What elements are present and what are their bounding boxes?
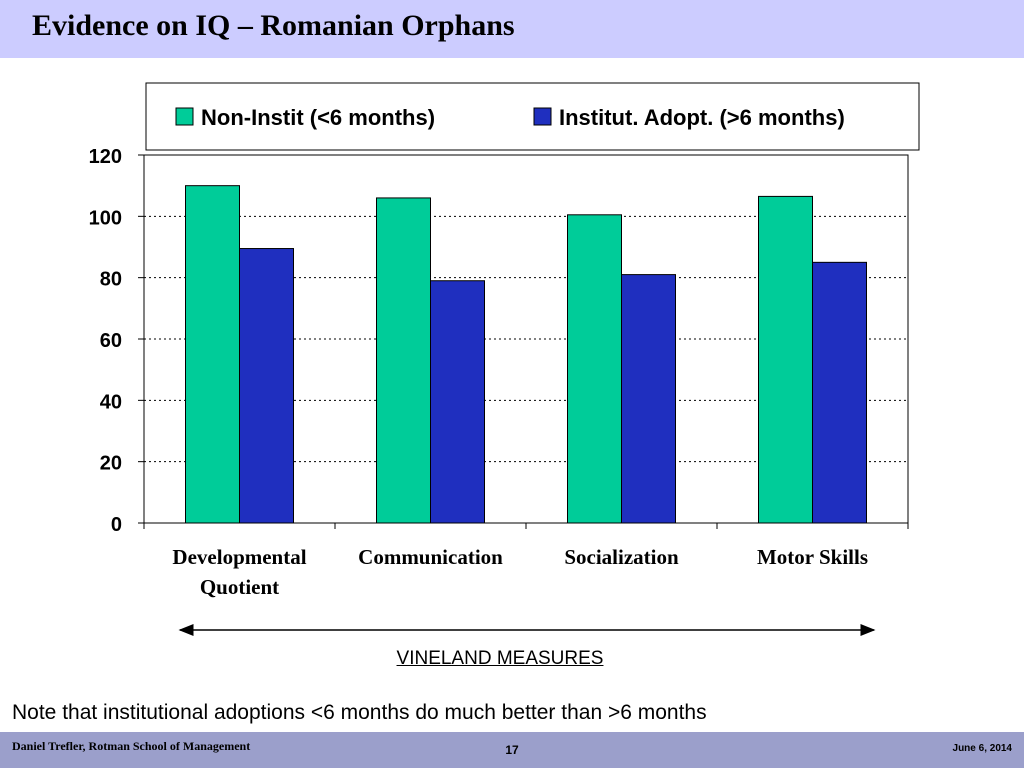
slide-note: Note that institutional adoptions <6 mon… (12, 701, 707, 724)
footer-date: June 6, 2014 (952, 743, 1012, 754)
bar-non-instit-1 (376, 197, 431, 524)
legend-swatch-0 (175, 107, 194, 126)
y-tick-label: 80 (100, 269, 122, 291)
bar-institut-2 (621, 274, 676, 524)
footer-band (0, 732, 1024, 768)
bar-non-instit-2 (567, 214, 622, 524)
legend-swatch-1 (533, 107, 552, 126)
title-band (0, 0, 1024, 58)
bar-institut-3 (812, 261, 867, 524)
legend-box (145, 82, 920, 151)
x-category-label: Communication (358, 545, 503, 569)
y-tick-label: 20 (100, 453, 122, 475)
y-tick-label: 120 (89, 146, 122, 168)
x-category-label: Developmental Quotient (172, 545, 306, 599)
bar-non-instit-0 (185, 185, 240, 524)
y-tick-label: 100 (89, 207, 122, 229)
bar-chart: 0 20 40 60 80 100 120 Developmental Quotient Comm… (89, 82, 920, 636)
bar-non-instit-3 (758, 195, 813, 524)
y-tick-label: 40 (100, 391, 122, 413)
legend-label-0: Non-Instit (<6 months) (201, 105, 435, 130)
x-axis-title: VINELAND MEASURES (396, 648, 604, 669)
slide-title: Evidence on IQ – Romanian Orphans (32, 9, 515, 42)
y-tick-label: 60 (100, 330, 122, 352)
bar-institut-0 (239, 248, 294, 524)
legend-label-1: Institut. Adopt. (>6 months) (559, 105, 845, 130)
x-category-label: Socialization (564, 545, 679, 569)
x-category-label: Motor Skills (757, 545, 868, 569)
footer-author: Daniel Trefler, Rotman School of Managem… (12, 739, 251, 753)
bar-institut-1 (430, 280, 485, 524)
y-tick-label: 0 (111, 514, 122, 536)
page-number: 17 (505, 743, 519, 757)
